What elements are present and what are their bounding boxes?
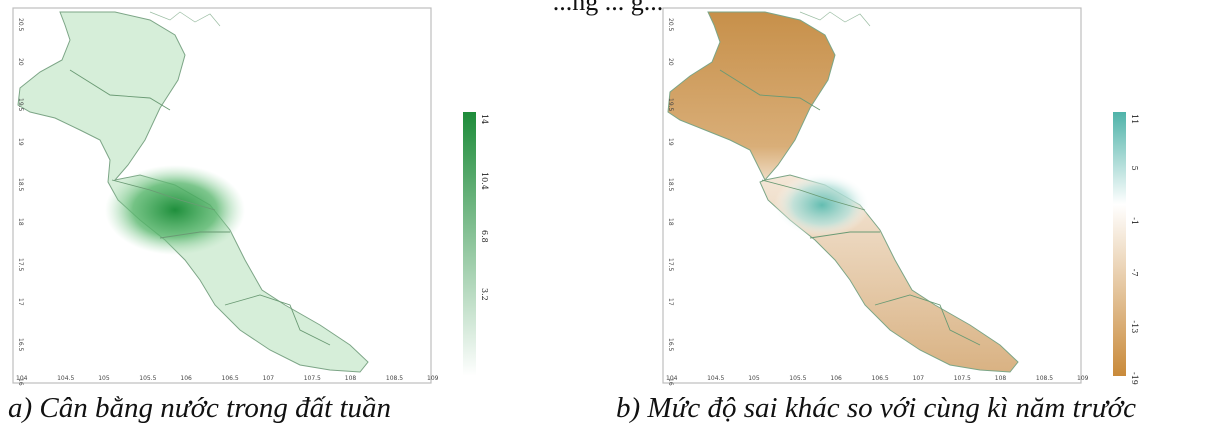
y-tick-label: 16 bbox=[667, 378, 674, 386]
colorbar-tick-label: 6.8 bbox=[480, 230, 489, 243]
boundary-line bbox=[719, 69, 821, 111]
x-tick-label: 106 bbox=[180, 375, 192, 382]
header-text-fragment: ...ng ... g... bbox=[552, 0, 664, 16]
colorbar-ticks: 14 10.4 6.8 3.2 bbox=[480, 114, 489, 301]
boundary-line bbox=[224, 294, 331, 346]
neighbor-outline bbox=[149, 11, 221, 27]
y-tick-label: 19 bbox=[667, 138, 674, 146]
colorbar-tick-label: -19 bbox=[1130, 372, 1139, 385]
y-tick-label: 19.5 bbox=[17, 98, 24, 112]
colorbar bbox=[1113, 112, 1126, 376]
x-tick-label: 105.5 bbox=[789, 375, 806, 382]
caption-a: a) Cân bằng nước trong đất tuần bbox=[8, 392, 392, 424]
colorbar-tick-label: 5 bbox=[1130, 166, 1139, 171]
y-tick-label: 17 bbox=[667, 298, 674, 306]
y-tick-label: 20.5 bbox=[667, 18, 674, 32]
hotspot bbox=[105, 165, 245, 255]
x-tick-label: 108.5 bbox=[386, 375, 403, 382]
x-tick-label: 104 bbox=[666, 375, 678, 382]
boundary-line bbox=[111, 179, 216, 211]
x-ticks: 104 104.5 105 105.5 106 106.5 107 107.5 108 108.5… bbox=[666, 375, 1089, 382]
x-tick-label: 106 bbox=[830, 375, 842, 382]
boundary-line bbox=[809, 231, 880, 239]
x-tick-label: 104.5 bbox=[707, 375, 724, 382]
x-tick-label: 107.5 bbox=[954, 375, 971, 382]
x-tick-label: 107 bbox=[913, 375, 925, 382]
region-north bbox=[667, 11, 836, 181]
x-tick-label: 108.5 bbox=[1036, 375, 1053, 382]
boundary-line bbox=[159, 231, 230, 239]
boundary-line bbox=[761, 179, 866, 211]
y-tick-label: 17.5 bbox=[17, 258, 24, 272]
colorbar-tick-label: 3.2 bbox=[480, 288, 489, 301]
x-tick-label: 106.5 bbox=[872, 375, 889, 382]
colorbar-tick-label: 11 bbox=[1130, 114, 1139, 124]
x-tick-label: 105 bbox=[748, 375, 760, 382]
y-ticks: 20.5 20 19.5 19 18.5 18 17.5 17 16.5 16 bbox=[17, 18, 24, 386]
colorbar-tick-label: -1 bbox=[1130, 217, 1139, 225]
colorbar-tick-label: 14 bbox=[480, 114, 489, 124]
caption-b: b) Mức độ sai khác so với cùng kì năm tr… bbox=[616, 392, 1137, 424]
y-ticks: 20.5 20 19.5 19 18.5 18 17.5 17 16.5 16 bbox=[667, 18, 674, 386]
map-panel-a: 104 104.5 105 105.5 106 106.5 107 107.5 108 108.5… bbox=[0, 0, 600, 395]
x-ticks: 104 104.5 105 105.5 106 106.5 107 107.5 108 108.5… bbox=[16, 375, 439, 382]
x-tick-label: 104.5 bbox=[57, 375, 74, 382]
colorbar-ticks: 11 5 -1 -7 -13 -19 bbox=[1130, 114, 1139, 385]
y-tick-label: 16.5 bbox=[667, 338, 674, 352]
y-tick-label: 18 bbox=[667, 218, 674, 226]
map-a-svg: 104 104.5 105 105.5 106 106.5 107 107.5 108 108.5… bbox=[12, 7, 489, 386]
y-tick-label: 16.5 bbox=[17, 338, 24, 352]
x-tick-label: 106.5 bbox=[222, 375, 239, 382]
x-tick-label: 109 bbox=[427, 375, 439, 382]
y-tick-label: 17 bbox=[17, 298, 24, 306]
colorbar bbox=[463, 112, 476, 376]
y-tick-label: 18.5 bbox=[17, 178, 24, 192]
x-tick-label: 108 bbox=[345, 375, 357, 382]
y-tick-label: 17.5 bbox=[667, 258, 674, 272]
x-tick-label: 107 bbox=[263, 375, 275, 382]
x-tick-label: 107.5 bbox=[304, 375, 321, 382]
x-tick-label: 108 bbox=[995, 375, 1007, 382]
y-tick-label: 19 bbox=[17, 138, 24, 146]
y-tick-label: 20.5 bbox=[17, 18, 24, 32]
x-tick-label: 109 bbox=[1077, 375, 1089, 382]
map-b-svg: 104 104.5 105 105.5 106 106.5 107 107.5 108 108.5… bbox=[662, 7, 1139, 386]
neighbor-outline bbox=[799, 11, 871, 27]
y-tick-label: 16 bbox=[17, 378, 24, 386]
region-shape bbox=[17, 11, 369, 373]
boundary-line bbox=[874, 294, 981, 346]
y-tick-label: 20 bbox=[667, 58, 674, 66]
boundary-line bbox=[69, 69, 171, 111]
colorbar-tick-label: -7 bbox=[1130, 269, 1139, 277]
hotspot bbox=[774, 173, 870, 237]
y-tick-label: 18 bbox=[17, 218, 24, 226]
x-tick-label: 105 bbox=[98, 375, 110, 382]
map-panel-b: 104 104.5 105 105.5 106 106.5 107 107.5 108 108.5… bbox=[610, 0, 1216, 395]
y-tick-label: 20 bbox=[17, 58, 24, 66]
y-tick-label: 18.5 bbox=[667, 178, 674, 192]
x-tick-label: 105.5 bbox=[139, 375, 156, 382]
y-tick-label: 19.5 bbox=[667, 98, 674, 112]
colorbar-tick-label: 10.4 bbox=[480, 172, 489, 190]
x-tick-label: 104 bbox=[16, 375, 28, 382]
colorbar-tick-label: -13 bbox=[1130, 320, 1139, 333]
